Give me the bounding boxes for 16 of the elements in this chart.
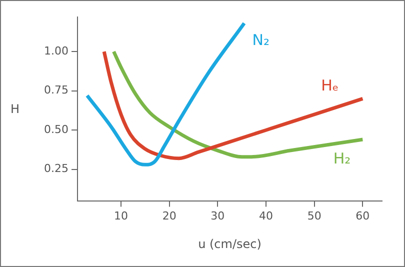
x-tick-label: 40 — [258, 209, 273, 222]
series-label: N₂ — [252, 31, 270, 50]
x-tick-label: 50 — [307, 209, 322, 222]
x-tick-label: 60 — [356, 209, 370, 222]
series-label: Hₑ — [321, 76, 339, 95]
x-tick-label: 20 — [162, 209, 176, 222]
line-series — [85, 22, 246, 166]
y-tick-label: 0.25 — [44, 162, 68, 176]
y-tick-label: 1.00 — [44, 44, 68, 58]
y-tick-label: 0.75 — [44, 84, 68, 97]
x-tick-label: 10 — [114, 209, 128, 222]
series-label: H₂ — [333, 149, 351, 168]
x-axis-title: u (cm/sec) — [198, 237, 262, 252]
y-axis-title: H — [10, 102, 20, 116]
x-tick-label: 30 — [210, 209, 225, 222]
y-tick-label: 0.50 — [44, 122, 68, 136]
